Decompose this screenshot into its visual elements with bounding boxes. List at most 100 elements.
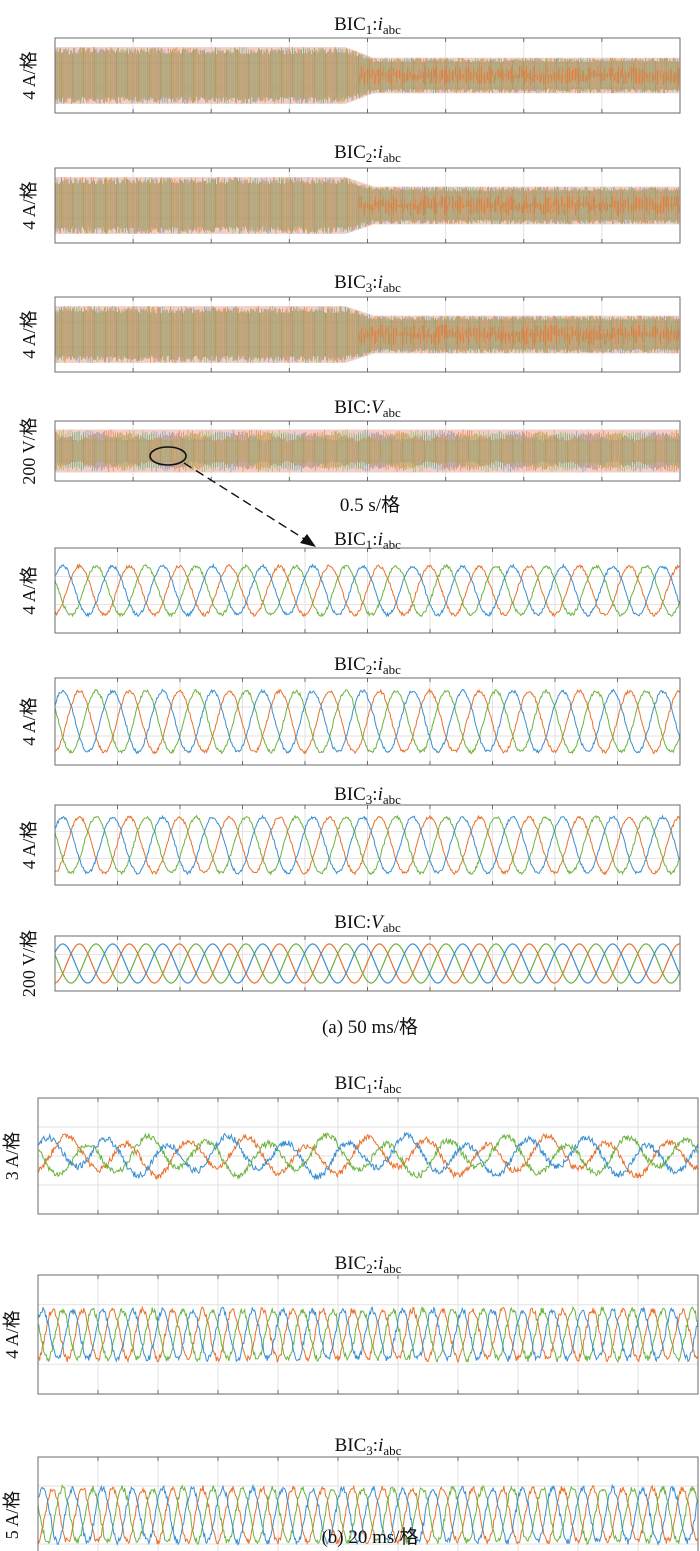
title-sep: : [372, 529, 377, 550]
panel-frame [54, 37, 681, 114]
panel-ylabel: 4 A/格 [19, 566, 39, 615]
title-sub: 2 [366, 150, 373, 165]
zoom-arrow-line [183, 462, 307, 541]
panel-6: BIC2:iabc 4 A/格 [19, 654, 681, 766]
waveform-phase-b [55, 562, 680, 618]
panel-title: BIC3:iabc [334, 784, 401, 807]
title-sub: 1 [366, 537, 373, 552]
waveform-phase-a [38, 1305, 698, 1363]
title-sep: : [373, 1435, 378, 1456]
waveform-phase-b [55, 943, 680, 984]
title-main: BIC [334, 654, 366, 675]
panel-title: BIC1:iabc [335, 1073, 402, 1096]
waveform-phase-a [55, 943, 680, 984]
title-var: i [378, 654, 383, 675]
panel-frame [54, 547, 681, 634]
panel-1: BIC1:iabc 4 A/格 [19, 14, 681, 114]
panel-frame [54, 167, 681, 244]
waveform-phase-c [38, 1132, 698, 1181]
caption-timescale: 0.5 s/格 [340, 494, 400, 516]
panel-8: BIC:Vabc 200 V/格 [19, 912, 681, 997]
title-var-sub: abc [383, 150, 401, 165]
title-var: i [378, 1073, 383, 1094]
title-main: BIC [335, 1435, 367, 1456]
panel-frame [37, 1274, 699, 1395]
waveform-phase-c [56, 429, 680, 473]
title-var-sub: abc [383, 537, 401, 552]
waveform-lines [55, 688, 680, 755]
panel-ylabel: 4 A/格 [19, 697, 39, 746]
title-main: BIC [334, 142, 366, 163]
waveform-phase-c [55, 688, 680, 755]
title-sub: 3 [366, 792, 373, 807]
waveform-fill [55, 47, 680, 104]
title-sub: 2 [366, 1261, 373, 1276]
waveform-lines [38, 1483, 698, 1547]
zoom-arrow-head [300, 534, 316, 547]
title-main: BIC [334, 14, 366, 35]
title-var-sub: abc [383, 792, 401, 807]
panel-frame [37, 1456, 699, 1551]
panel-ylabel: 200 V/格 [19, 930, 39, 997]
title-var-sub: abc [383, 280, 401, 295]
panel-frame [54, 420, 681, 482]
panel-title: BIC2:iabc [335, 1253, 402, 1276]
title-main: BIC [334, 397, 366, 418]
title-main: BIC [335, 1073, 367, 1094]
caption-a: (a) 50 ms/格 [322, 1016, 418, 1038]
panel-11: BIC3:iabc 5 A/格 [2, 1435, 699, 1551]
title-var: i [378, 142, 383, 163]
title-var-sub: abc [383, 1261, 401, 1276]
panel-ylabel: 4 A/格 [19, 821, 39, 870]
waveform-phase-a [38, 1131, 698, 1181]
panel-9: BIC1:iabc 3 A/格 [2, 1073, 699, 1215]
title-var: i [378, 1435, 383, 1456]
title-sep: : [373, 1253, 378, 1274]
title-var-sub: abc [383, 1081, 401, 1096]
panel-title: BIC2:iabc [334, 142, 401, 165]
title-sub: 3 [366, 280, 373, 295]
waveform-fill [55, 306, 680, 363]
panel-grid [55, 805, 680, 885]
waveform-lines [55, 814, 680, 876]
panel-grid [38, 1457, 698, 1551]
title-sep: : [372, 654, 377, 675]
waveform-phase-b [38, 1132, 698, 1181]
panel-frame [54, 296, 681, 373]
waveform-phase-a [55, 562, 680, 618]
panel-2: BIC2:iabc 4 A/格 [19, 142, 681, 244]
title-var: i [378, 784, 383, 805]
panel-grid [38, 1098, 698, 1214]
waveform-core [359, 195, 680, 218]
panel-ylabel: 4 A/格 [19, 310, 39, 359]
title-var-sub: abc [383, 920, 401, 935]
waveform-lines [55, 943, 680, 984]
panel-ylabel: 4 A/格 [19, 51, 39, 100]
caption-b: (b) 20 ms/格 [321, 1526, 418, 1548]
waveform-phase-c [55, 563, 680, 618]
panel-7: BIC3:iabc 4 A/格 [19, 784, 681, 886]
title-main: BIC [335, 1253, 367, 1274]
waveform-phase-c [56, 47, 680, 104]
panel-frame [54, 677, 681, 766]
title-var: V [371, 397, 385, 418]
title-sep: : [372, 272, 377, 293]
panel-ylabel: 200 V/格 [19, 417, 39, 484]
title-main: BIC [334, 272, 366, 293]
waveform-phase-a [38, 1483, 698, 1547]
waveform-lines [55, 562, 680, 618]
waveform-fill [55, 429, 680, 473]
title-var: i [378, 272, 383, 293]
title-var: V [371, 912, 385, 933]
title-main: BIC [334, 784, 366, 805]
panel-ylabel: 4 A/格 [2, 1310, 22, 1359]
panel-10: BIC2:iabc 4 A/格 [2, 1253, 699, 1395]
title-sub: 1 [366, 22, 373, 37]
waveform-phase-b [55, 688, 680, 755]
waveform-phase-c [55, 814, 680, 876]
waveform-phase-b [55, 429, 679, 473]
panel-5: BIC1:iabc 4 A/格 [19, 529, 681, 634]
panel-ylabel: 4 A/格 [19, 181, 39, 230]
title-var-sub: abc [383, 662, 401, 677]
